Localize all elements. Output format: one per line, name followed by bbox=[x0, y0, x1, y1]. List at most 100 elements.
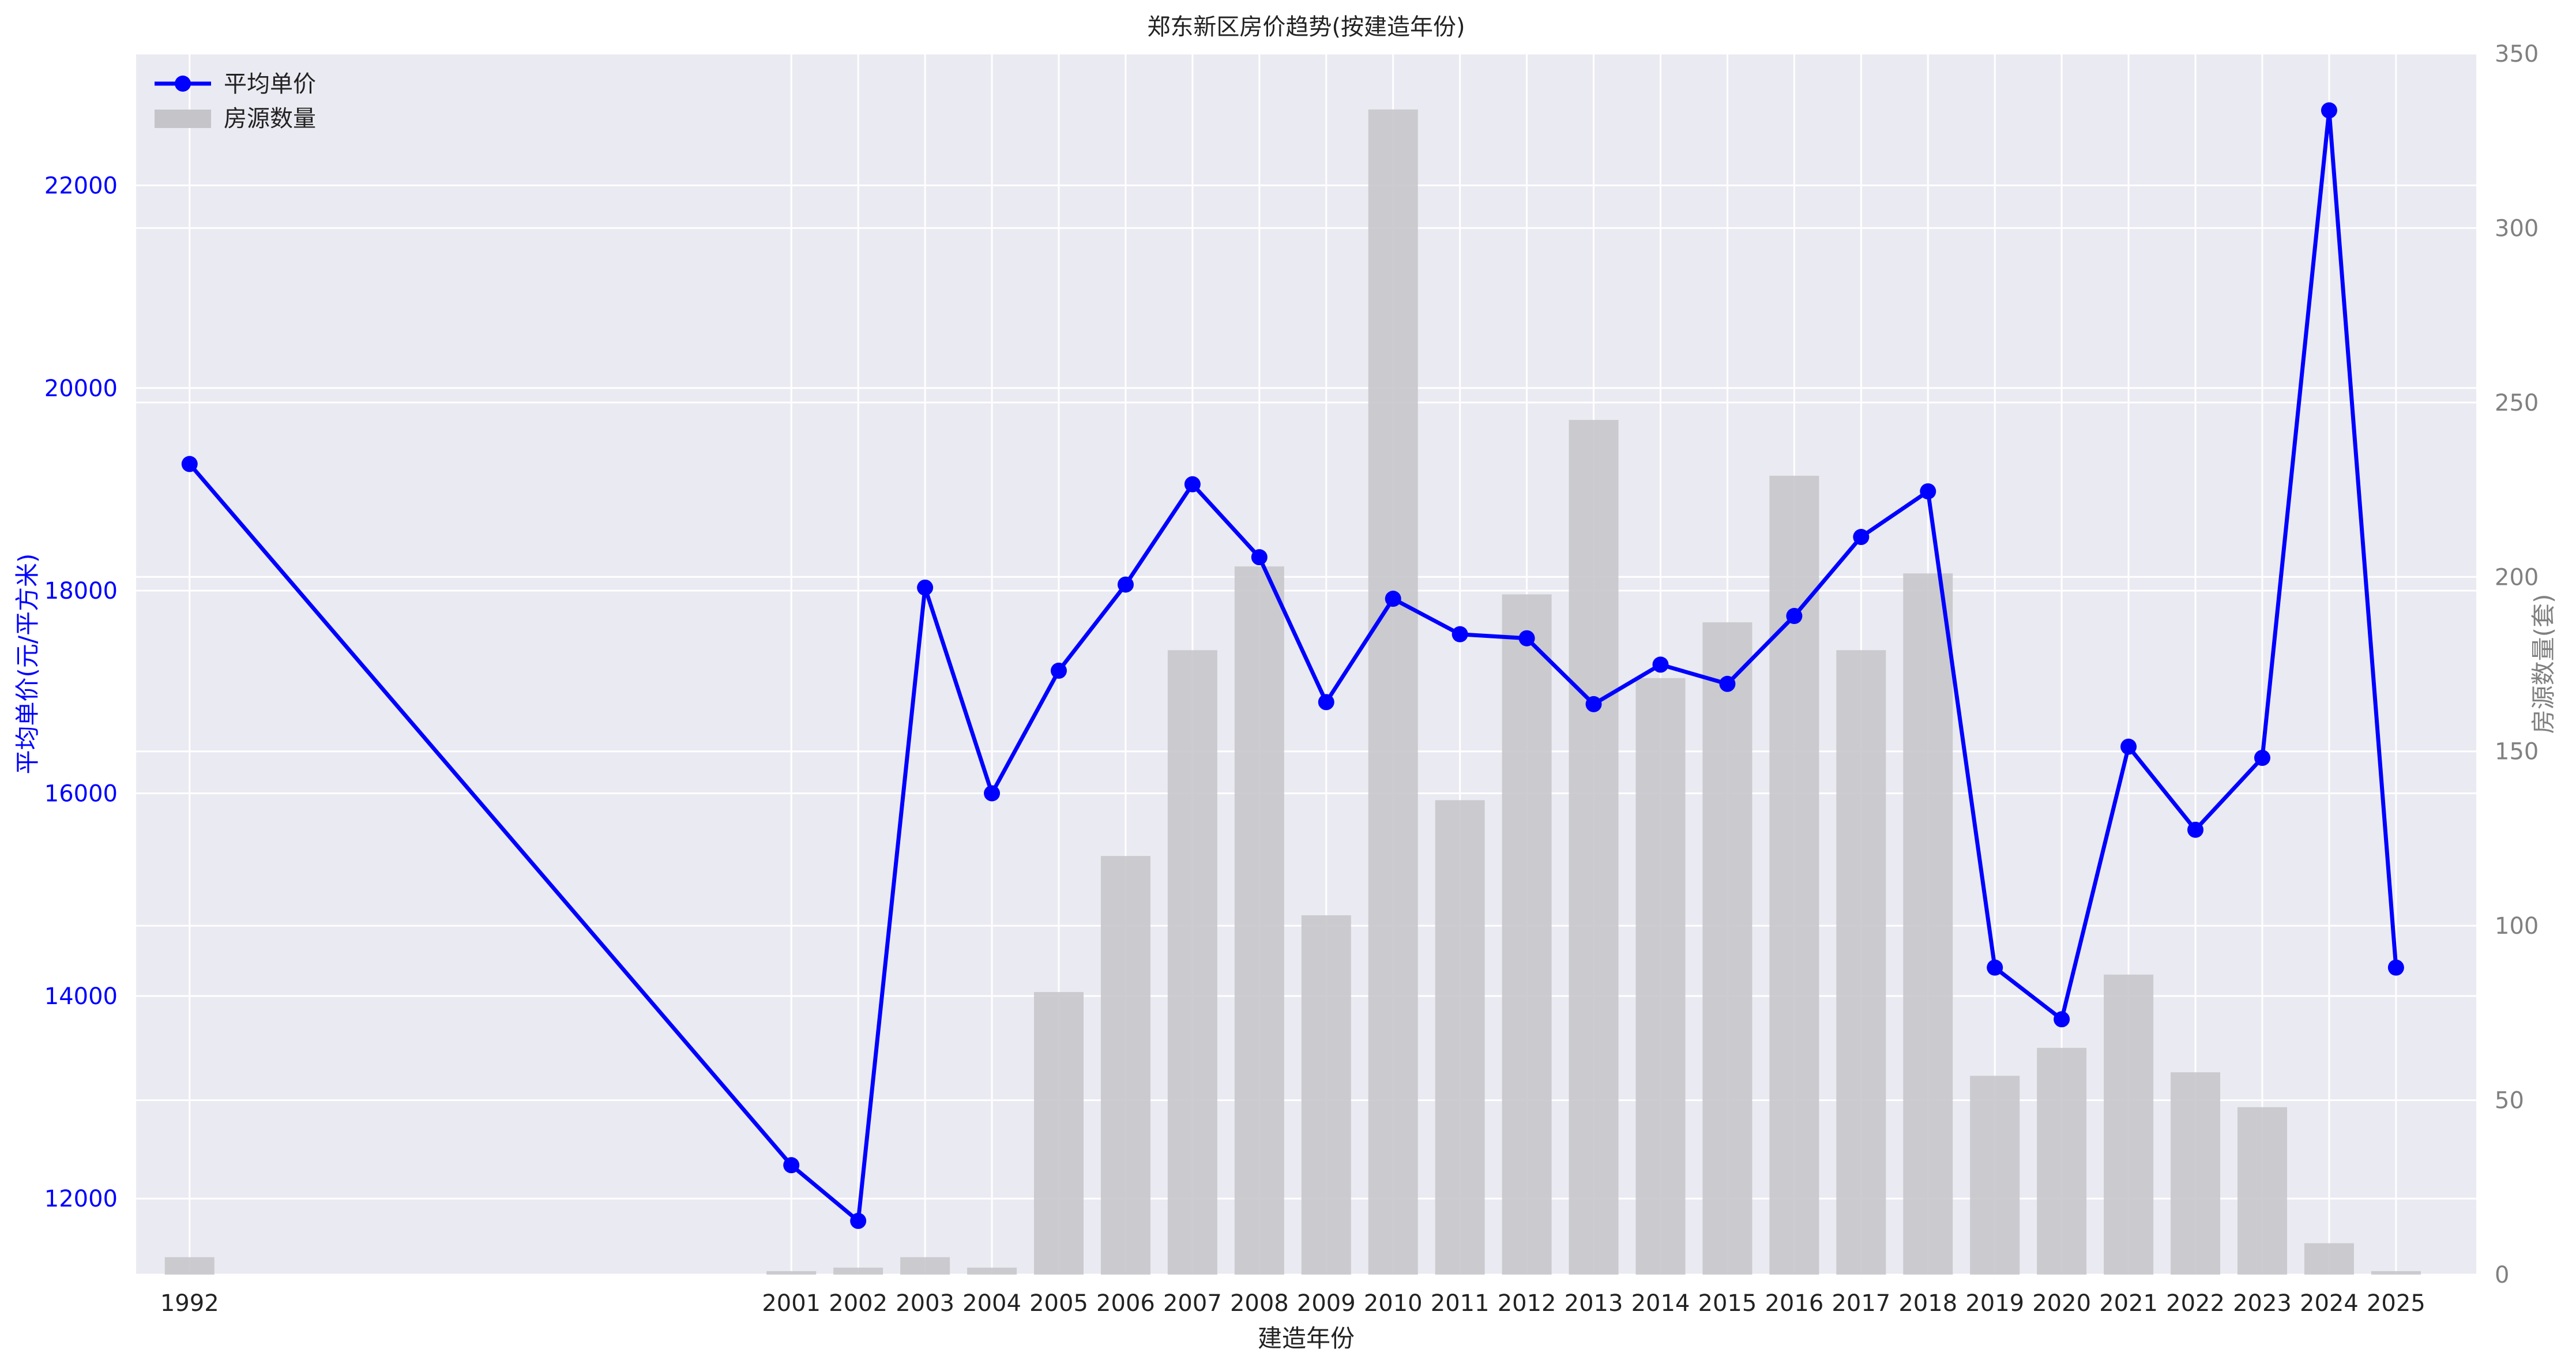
line-point bbox=[783, 1157, 800, 1174]
x-tick-label: 2009 bbox=[1297, 1290, 1356, 1317]
bar bbox=[1167, 650, 1217, 1275]
line-point bbox=[2254, 750, 2270, 766]
line-point bbox=[2120, 738, 2137, 755]
bar bbox=[1903, 573, 1953, 1275]
bar bbox=[1234, 566, 1284, 1275]
x-tick-label: 1992 bbox=[160, 1290, 219, 1317]
y-left-tick-label: 14000 bbox=[44, 983, 118, 1010]
axes: 1992 2001 2002 2003 2004 2005 2006 2007 2008 2009… bbox=[44, 41, 2539, 1317]
line-point bbox=[1652, 656, 1669, 673]
legend-bar-marker bbox=[155, 110, 211, 128]
x-tick-label: 2012 bbox=[1498, 1290, 1556, 1317]
bar bbox=[1100, 856, 1150, 1275]
bar bbox=[833, 1267, 883, 1275]
legend-label-price: 平均单价 bbox=[224, 71, 316, 97]
legend-dot-marker bbox=[175, 76, 191, 92]
x-tick-label: 2007 bbox=[1163, 1290, 1222, 1317]
line-series bbox=[181, 102, 2404, 1229]
y-right-tick-label: 50 bbox=[2495, 1088, 2524, 1114]
x-tick-label: 2010 bbox=[1364, 1290, 1423, 1317]
y-right-tick-label: 150 bbox=[2495, 739, 2539, 765]
line-point bbox=[1719, 675, 1736, 692]
line-point bbox=[1786, 608, 1803, 625]
bar-series bbox=[164, 109, 2421, 1275]
bar bbox=[2304, 1243, 2354, 1275]
x-tick-label: 2023 bbox=[2233, 1290, 2292, 1317]
line-point bbox=[2187, 821, 2204, 838]
x-tick-label: 2024 bbox=[2300, 1290, 2359, 1317]
y-left-tick-label: 22000 bbox=[44, 172, 118, 199]
bar bbox=[2171, 1072, 2221, 1275]
line-point bbox=[1920, 483, 1936, 499]
y-right-tick-label: 300 bbox=[2495, 215, 2539, 242]
y-left-tick-label: 20000 bbox=[44, 375, 118, 402]
bar bbox=[1970, 1076, 2020, 1275]
bar bbox=[766, 1271, 817, 1275]
x-tick-label: 2015 bbox=[1698, 1290, 1757, 1317]
bar bbox=[1502, 594, 1552, 1275]
y-right-tick-label: 200 bbox=[2495, 564, 2539, 591]
y-left-tick-label: 16000 bbox=[44, 780, 118, 807]
line-point bbox=[1051, 662, 1067, 679]
y-axis-right-label: 房源数量(套) bbox=[2529, 594, 2558, 734]
legend: 平均单价 房源数量 bbox=[155, 71, 316, 132]
y-right-tick-label: 100 bbox=[2495, 913, 2539, 940]
x-tick-label: 2006 bbox=[1096, 1290, 1155, 1317]
x-tick-label: 2021 bbox=[2099, 1290, 2158, 1317]
bar bbox=[164, 1257, 215, 1275]
bar bbox=[967, 1267, 1017, 1275]
x-tick-label: 2005 bbox=[1029, 1290, 1088, 1317]
x-tick-label: 2017 bbox=[1832, 1290, 1890, 1317]
x-tick-label: 2004 bbox=[962, 1290, 1021, 1317]
y-axis-left-label: 平均单价(元/平方米) bbox=[13, 554, 42, 775]
bar bbox=[1569, 420, 1619, 1275]
x-tick-label: 2011 bbox=[1431, 1290, 1490, 1317]
bar bbox=[2371, 1271, 2421, 1275]
x-tick-label: 2008 bbox=[1230, 1290, 1289, 1317]
price-line bbox=[188, 108, 2398, 1223]
y-right-tick-label: 250 bbox=[2495, 390, 2539, 416]
x-tick-label: 2019 bbox=[1965, 1290, 2024, 1317]
x-axis-label: 建造年份 bbox=[1258, 1324, 1355, 1352]
line-point bbox=[1251, 549, 1268, 566]
x-tick-label: 2002 bbox=[829, 1290, 888, 1317]
line-point bbox=[1385, 591, 1401, 607]
legend-label-count: 房源数量 bbox=[224, 106, 316, 132]
y-right-tick-label: 0 bbox=[2495, 1262, 2509, 1288]
bar bbox=[1034, 992, 1084, 1275]
chart-title: 郑东新区房价趋势(按建造年份) bbox=[1147, 14, 1465, 40]
line-point bbox=[1585, 696, 1602, 712]
line-point bbox=[1117, 576, 1134, 593]
bar bbox=[2237, 1107, 2287, 1275]
bar bbox=[1702, 622, 1753, 1275]
line-point bbox=[1318, 694, 1334, 711]
line-point bbox=[1518, 630, 1535, 647]
x-tick-label: 2020 bbox=[2032, 1290, 2091, 1317]
bar bbox=[2104, 974, 2154, 1275]
x-tick-label: 2014 bbox=[1631, 1290, 1690, 1317]
x-tick-label: 2025 bbox=[2367, 1290, 2425, 1317]
line-point bbox=[2054, 1011, 2070, 1028]
x-tick-label: 2022 bbox=[2166, 1290, 2225, 1317]
bar bbox=[2037, 1047, 2087, 1275]
line-point bbox=[1987, 959, 2003, 976]
y-left-tick-label: 12000 bbox=[44, 1186, 118, 1212]
line-point bbox=[850, 1212, 867, 1229]
bar bbox=[1368, 109, 1418, 1275]
line-point bbox=[917, 579, 934, 596]
line-point bbox=[2387, 959, 2404, 976]
x-tick-label: 2001 bbox=[762, 1290, 821, 1317]
x-tick-label: 2003 bbox=[896, 1290, 954, 1317]
bar bbox=[1635, 678, 1686, 1275]
line-point bbox=[181, 456, 198, 472]
y-right-tick-label: 350 bbox=[2495, 41, 2539, 67]
line-point bbox=[1451, 626, 1468, 642]
bar bbox=[1435, 800, 1485, 1275]
line-point bbox=[984, 785, 1001, 802]
y-left-tick-label: 18000 bbox=[44, 578, 118, 604]
x-tick-label: 2013 bbox=[1565, 1290, 1623, 1317]
line-point bbox=[2321, 102, 2337, 119]
line-point bbox=[1184, 476, 1201, 493]
bar bbox=[900, 1257, 950, 1275]
